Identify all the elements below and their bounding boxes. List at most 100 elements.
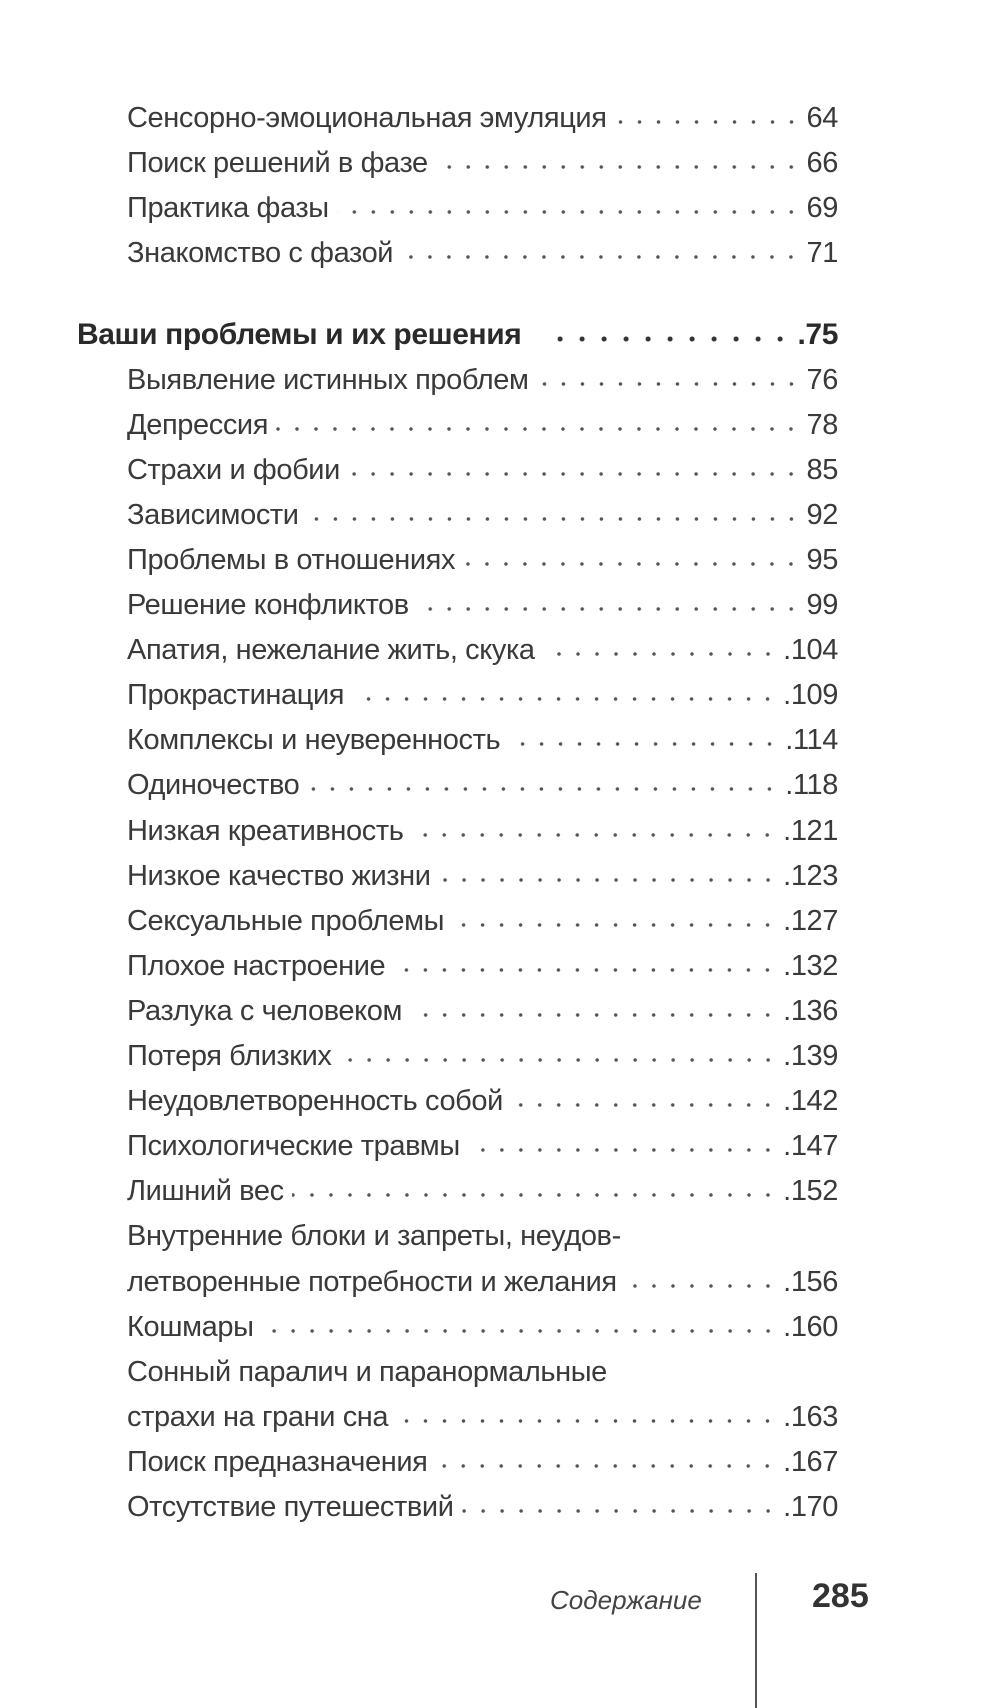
dot-leader: [306, 513, 801, 524]
entry-title: Зависимости: [127, 498, 299, 531]
entry-page: .142: [783, 1085, 838, 1118]
dot-leader: [336, 207, 801, 218]
toc-entry: Кошмары .160: [127, 1305, 838, 1350]
toc-entry: Знакомство с фазой 71: [127, 231, 838, 276]
entry-page: .127: [783, 904, 838, 937]
dot-leader: [508, 739, 780, 750]
dot-leader: [261, 1325, 778, 1336]
entry-title: Потеря близких: [127, 1040, 332, 1072]
entry-title: Депрессия: [127, 408, 269, 441]
dot-leader: [307, 784, 780, 795]
toc-entry-line: Сонный паралич и паранормальные: [127, 1350, 838, 1395]
toc-entry: страхи на грани сна .163: [127, 1395, 838, 1440]
entry-page: .156: [783, 1265, 838, 1298]
toc-entry: Депрессия 78: [127, 403, 838, 448]
entry-title: Практика фазы: [127, 192, 329, 225]
entry-title: летворенные потребности и желания: [127, 1265, 617, 1298]
entry-page: .114: [785, 724, 838, 757]
dot-leader: [463, 558, 801, 569]
dot-leader: [347, 468, 801, 479]
entry-title: Проблемы в отношениях: [127, 543, 456, 576]
toc-entry: Низкая креативность .121: [127, 809, 838, 854]
dot-leader: [510, 1100, 778, 1111]
toc-entry: Апатия, нежелание жить, скука .104: [127, 628, 838, 673]
dot-leader: [416, 604, 801, 614]
entry-title: Неудовлетворенность собой: [127, 1085, 503, 1118]
dot-leader: [542, 649, 778, 660]
entry-page: .104: [783, 634, 838, 667]
toc-entry: Выявление истинных проблем 76: [127, 358, 838, 403]
entry-title: Плохое настроение: [127, 949, 386, 982]
dot-leader: [435, 1460, 778, 1471]
toc-entry: Практика фазы 69: [127, 186, 838, 231]
entry-title: Знакомство с фазой: [127, 237, 394, 270]
entry-page: 99: [806, 589, 839, 621]
entry-page: .75: [797, 318, 838, 352]
entry-page: .123: [783, 859, 838, 892]
toc-entry: Низкое качество жизни .123: [127, 854, 838, 899]
entry-page: 69: [806, 192, 839, 225]
entry-title: Низкая креативность: [127, 814, 404, 847]
entry-title: Сексуальные проблемы: [127, 904, 445, 937]
toc-entry: Прокрастинация .109: [127, 673, 838, 718]
entry-page: .121: [783, 814, 838, 847]
entry-title: Комплексы и неуверенность: [127, 724, 501, 757]
entry-title: Страхи и фобии: [127, 453, 340, 486]
entry-page: .118: [785, 769, 838, 802]
page-number: 285: [812, 1577, 869, 1615]
entry-title: страхи на грани сна: [127, 1400, 389, 1433]
toc-entry: Сенсорно-эмоциональная эмуляция 64: [127, 96, 838, 141]
entry-title: Отсутствие путешествий: [127, 1491, 454, 1523]
toc-entry: Сексуальные проблемы .127: [127, 899, 838, 944]
toc-entry: Проблемы в отношениях 95: [127, 538, 838, 583]
entry-page: 76: [806, 363, 839, 396]
entry-title: Сенсорно-эмоциональная эмуляция: [127, 102, 607, 134]
toc-entry: Плохое настроение .132: [127, 944, 838, 989]
entry-page: .147: [783, 1130, 838, 1163]
toc-entry: Отсутствие путешествий .170: [127, 1485, 838, 1530]
entry-title: Сонный паралич и паранормальные: [127, 1355, 607, 1388]
dot-leader: [461, 1506, 778, 1516]
toc-entry-line: Внутренние блоки и запреты, неудов-: [127, 1214, 838, 1259]
dot-leader: [393, 964, 778, 975]
toc-entry: Разлука с человеком .136: [127, 989, 838, 1034]
dot-leader: [624, 1280, 778, 1291]
toc-entry: Неудовлетворенность собой .142: [127, 1079, 838, 1124]
entry-title: Прокрастинация: [127, 679, 345, 712]
dot-leader: [396, 1415, 778, 1426]
dot-leader: [614, 117, 801, 127]
toc-entry: Поиск решений в фазе 66: [127, 141, 838, 186]
entry-page: 85: [806, 453, 839, 486]
running-footer-section: Содержание: [550, 1585, 702, 1615]
toc-entry: летворенные потребности и желания .156: [127, 1260, 838, 1305]
entry-title: Поиск решений в фазе: [127, 147, 428, 180]
dot-leader: [435, 162, 801, 173]
entry-title: Ваши проблемы и их решения: [77, 318, 522, 352]
toc-entry: Психологические травмы .147: [127, 1124, 838, 1169]
entry-title: Выявление истинных проблем: [127, 363, 529, 396]
dot-leader: [401, 252, 801, 263]
entry-page: .160: [783, 1310, 838, 1343]
entry-title: Апатия, нежелание жить, скука: [127, 634, 535, 667]
entry-page: 66: [806, 147, 839, 180]
dot-leader: [536, 378, 801, 389]
dot-leader: [411, 829, 778, 840]
entry-page: 64: [806, 102, 839, 134]
entry-title: Внутренние блоки и запреты, неудов-: [127, 1220, 621, 1253]
entry-title: Низкое качество жизни: [127, 859, 431, 892]
entry-page: .109: [783, 679, 838, 712]
entry-page: .163: [783, 1400, 838, 1433]
entry-title: Поиск предназначения: [127, 1445, 428, 1478]
toc-entry: Поиск предназначения .167: [127, 1440, 838, 1485]
footer-divider: [755, 1573, 757, 1708]
entry-title: Решение конфликтов: [127, 589, 409, 621]
entry-page: .167: [783, 1445, 838, 1478]
entry-page: 78: [806, 408, 839, 441]
toc-entry: Одиночество .118: [127, 763, 838, 808]
dot-leader: [438, 874, 778, 885]
entry-page: 95: [806, 543, 839, 576]
dot-leader: [276, 423, 801, 434]
entry-page: .136: [783, 994, 838, 1027]
entry-title: Кошмары: [127, 1310, 254, 1343]
entry-page: 92: [806, 498, 839, 531]
